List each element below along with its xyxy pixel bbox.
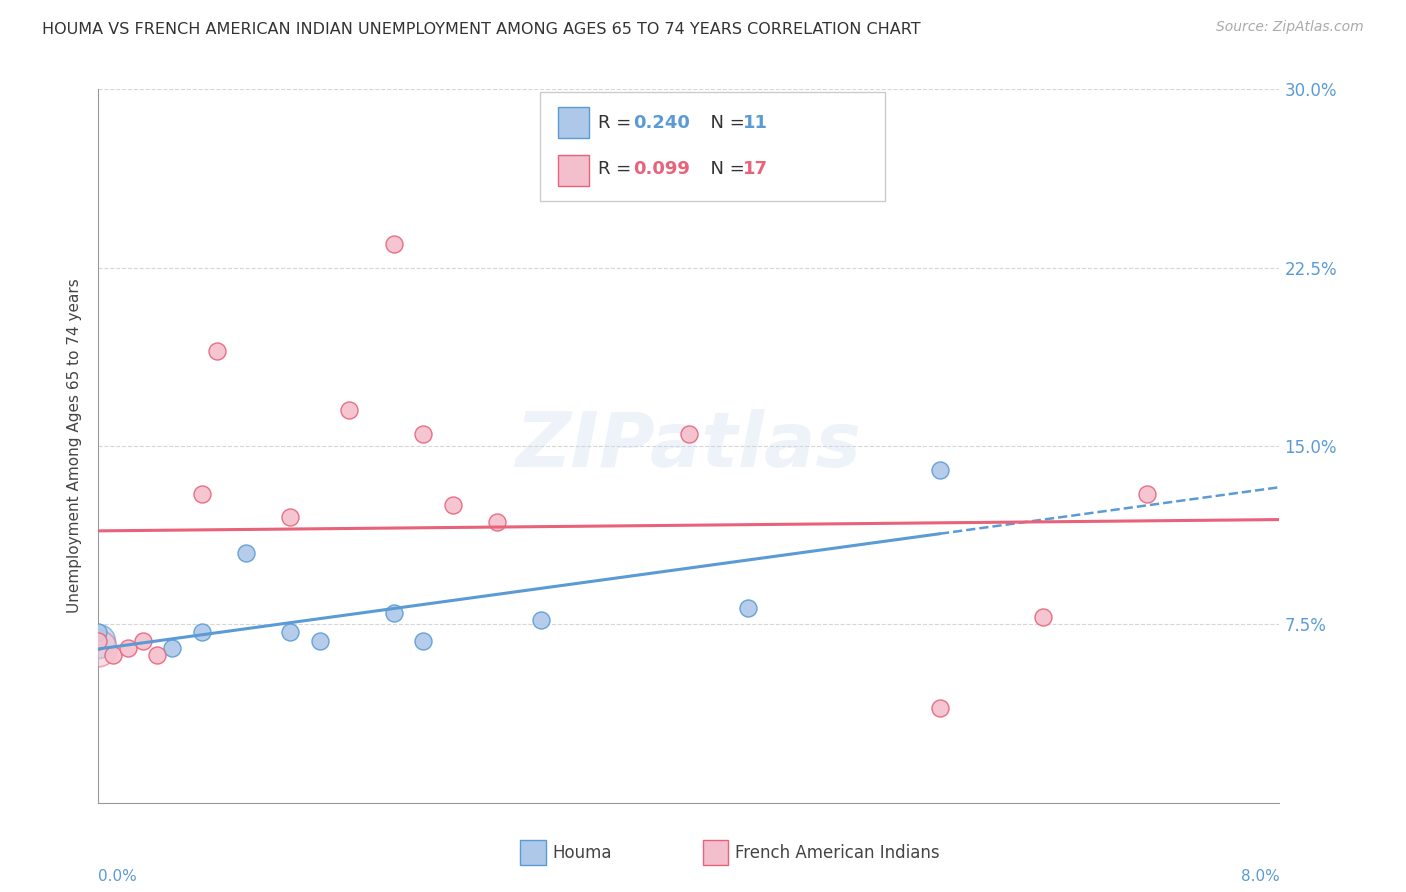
Text: Houma: Houma	[553, 844, 612, 862]
Point	[146, 648, 169, 663]
Point	[412, 427, 434, 442]
Point	[87, 624, 110, 639]
Text: 0.240: 0.240	[633, 114, 690, 132]
Point	[87, 634, 110, 648]
Point	[928, 463, 950, 477]
Point	[103, 648, 125, 663]
Text: 0.0%: 0.0%	[98, 870, 138, 884]
Point	[87, 641, 110, 656]
Y-axis label: Unemployment Among Ages 65 to 74 years: Unemployment Among Ages 65 to 74 years	[67, 278, 83, 614]
Text: 8.0%: 8.0%	[1240, 870, 1279, 884]
Point	[737, 600, 759, 615]
Text: HOUMA VS FRENCH AMERICAN INDIAN UNEMPLOYMENT AMONG AGES 65 TO 74 YEARS CORRELATI: HOUMA VS FRENCH AMERICAN INDIAN UNEMPLOY…	[42, 22, 921, 37]
Point	[162, 641, 183, 656]
Text: R =: R =	[598, 161, 637, 178]
Point	[87, 634, 110, 648]
Point	[191, 486, 214, 500]
Point	[308, 634, 332, 648]
Point	[191, 624, 214, 639]
Point	[928, 700, 950, 714]
Point	[205, 343, 228, 358]
Point	[235, 546, 257, 560]
Text: ZIPatlas: ZIPatlas	[516, 409, 862, 483]
Point	[1032, 610, 1054, 624]
Point	[678, 427, 700, 442]
Point	[278, 510, 302, 524]
Point	[441, 499, 464, 513]
Point	[485, 515, 508, 529]
Text: R =: R =	[598, 114, 637, 132]
Text: French American Indians: French American Indians	[735, 844, 941, 862]
Point	[1135, 486, 1157, 500]
Text: 11: 11	[742, 114, 768, 132]
Point	[117, 641, 139, 656]
Point	[132, 634, 155, 648]
Point	[382, 606, 405, 620]
Text: Source: ZipAtlas.com: Source: ZipAtlas.com	[1216, 20, 1364, 34]
Point	[337, 403, 360, 417]
Point	[530, 613, 553, 627]
Point	[278, 624, 302, 639]
Point	[382, 236, 405, 251]
Point	[412, 634, 434, 648]
Text: 0.099: 0.099	[633, 161, 690, 178]
Text: N =: N =	[699, 114, 751, 132]
Text: 17: 17	[742, 161, 768, 178]
Text: N =: N =	[699, 161, 751, 178]
